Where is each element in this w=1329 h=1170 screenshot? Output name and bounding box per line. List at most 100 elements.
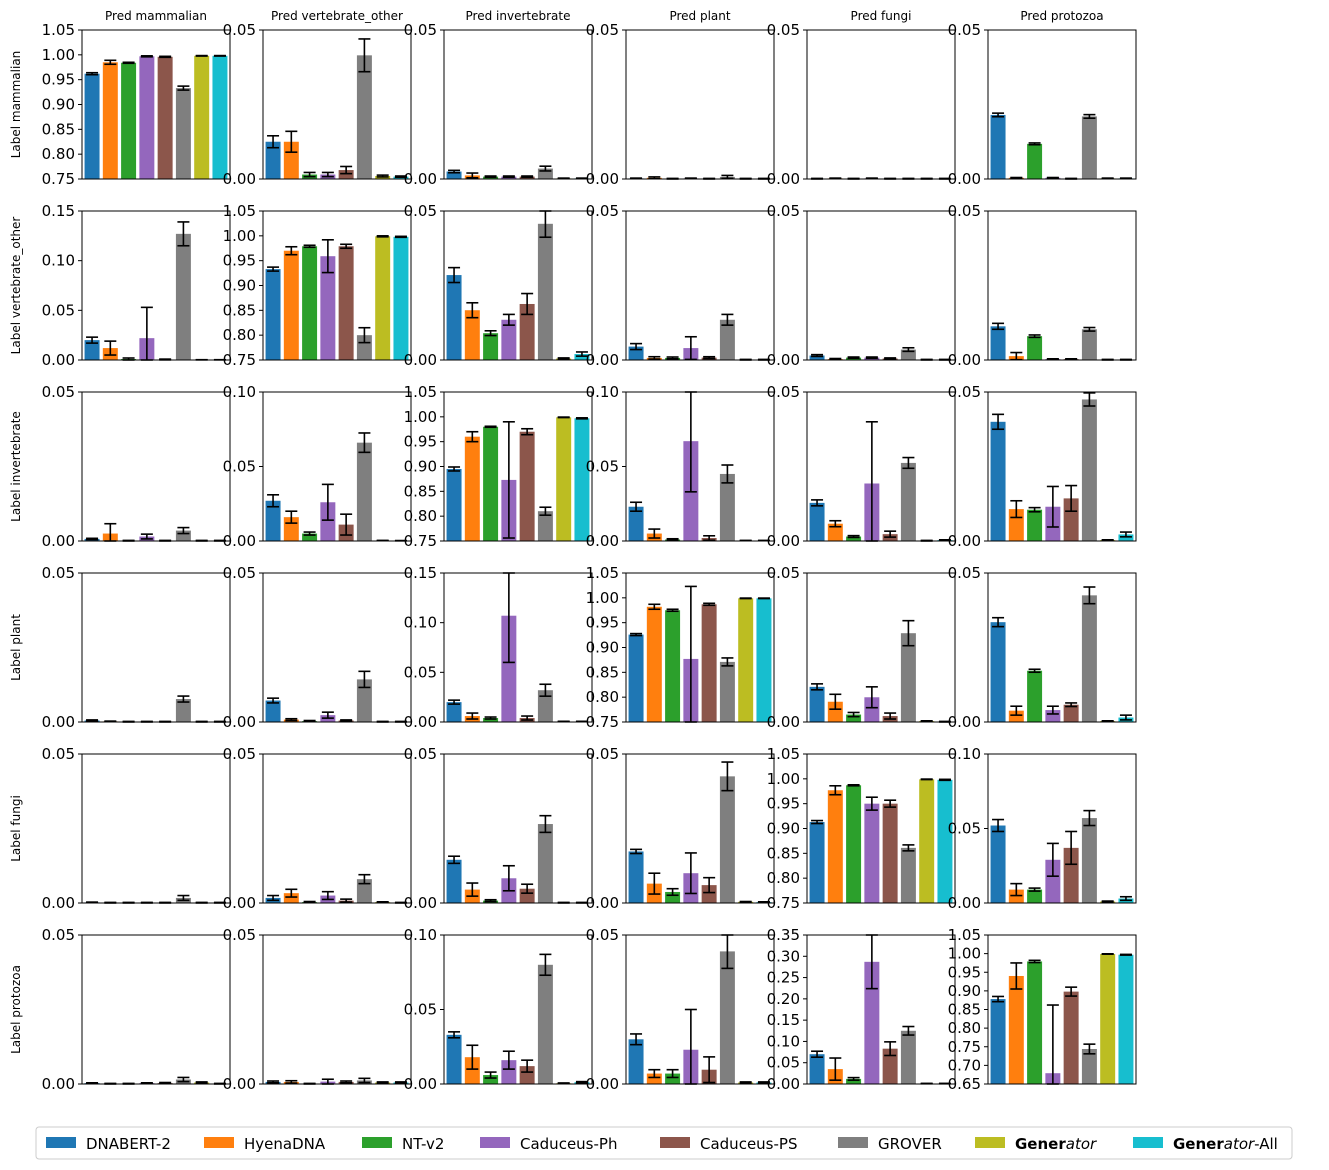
axes-frame — [625, 210, 775, 361]
error-bar — [811, 1050, 824, 1058]
panel-r1-c0: 0.00 0.05 0.10 0.15 Label vertebrate_other — [9, 202, 231, 369]
bar-grover — [1081, 818, 1097, 903]
bar-nt-v2 — [121, 62, 137, 179]
bar-nt-v2 — [665, 610, 681, 722]
bar-grover — [356, 335, 372, 360]
error-bar — [1028, 334, 1041, 339]
bar-grover — [175, 699, 191, 722]
column-title: Pred vertebrate_other — [271, 9, 403, 23]
legend-label: NT-v2 — [402, 1135, 444, 1153]
bar-grover — [356, 879, 372, 903]
panel-r0-c4: 0.00 0.05 Pred fungi — [767, 9, 956, 188]
error-bar — [847, 783, 860, 787]
error-bar — [358, 670, 371, 689]
y-tick-label: 1.00 — [223, 227, 256, 245]
bar-hyenadna — [464, 310, 480, 360]
y-tick-label: 0.35 — [767, 926, 800, 944]
error-bar — [285, 130, 298, 153]
error-bar — [539, 683, 552, 697]
legend-label: Generator-All — [1173, 1135, 1278, 1153]
error-bar — [992, 818, 1005, 833]
error-bar — [502, 420, 515, 539]
error-bar — [394, 175, 407, 179]
error-bar — [466, 172, 479, 179]
legend-label: Caduceus-Ph — [520, 1135, 617, 1153]
legend-swatch — [480, 1137, 510, 1148]
error-bar — [177, 221, 190, 247]
panel-r1-c2: 0.00 0.05 — [404, 202, 593, 369]
error-bar — [630, 632, 643, 637]
y-tick-label: 0.00 — [42, 351, 75, 369]
y-tick-label: 0.00 — [586, 1075, 619, 1093]
legend-item-nt-v2: NT-v2 — [362, 1135, 444, 1153]
error-bar — [1046, 358, 1059, 361]
error-bar — [648, 528, 661, 539]
axes-frame — [81, 210, 231, 361]
bar-hyenadna — [283, 250, 299, 360]
legend-item-generator-all: Generator-All — [1133, 1135, 1278, 1153]
y-tick-label: 0.00 — [767, 532, 800, 550]
panel-r3-c0: 0.00 0.05 Label plant — [9, 564, 231, 731]
error-bar — [648, 872, 661, 895]
error-bar — [1083, 1043, 1096, 1055]
error-bar — [1101, 720, 1114, 723]
bar-hyenadna — [646, 1073, 662, 1084]
y-tick-label: 0.85 — [404, 482, 437, 500]
error-bar — [648, 603, 661, 611]
error-bar — [303, 244, 316, 249]
bar-caduceus-ph — [501, 1060, 517, 1084]
legend-label: HyenaDNA — [244, 1135, 326, 1153]
error-bar — [1083, 392, 1096, 407]
bar-caduceus-ps — [157, 56, 173, 179]
y-tick-label: 1.00 — [767, 770, 800, 788]
bar-grover — [537, 223, 553, 360]
panel-r3-c5: 0.00 0.05 — [948, 564, 1137, 731]
axes-frame — [81, 753, 231, 904]
bar-dnabert-2 — [446, 859, 462, 903]
bar-grover — [175, 233, 191, 360]
error-bar — [466, 712, 479, 720]
error-bar — [484, 175, 497, 179]
bar-dnabert-2 — [265, 700, 281, 722]
error-bar — [1010, 499, 1023, 519]
error-bar — [285, 888, 298, 898]
error-bar — [703, 534, 716, 542]
bar-generator — [194, 55, 210, 179]
error-bar — [703, 355, 716, 360]
error-bar — [1028, 506, 1041, 513]
bar-dnabert-2 — [628, 506, 644, 541]
error-bar — [920, 720, 933, 723]
axes-frame — [262, 572, 412, 723]
error-bar — [86, 1082, 99, 1085]
bar-generator-all — [574, 418, 590, 541]
axes-frame — [625, 29, 775, 180]
error-bar — [321, 1078, 334, 1085]
error-bar — [340, 165, 353, 175]
error-bar — [902, 619, 915, 647]
error-bar — [521, 715, 534, 721]
y-tick-label: 0.05 — [767, 383, 800, 401]
error-bar — [539, 165, 552, 172]
error-bar — [358, 38, 371, 73]
error-bar — [466, 1044, 479, 1070]
y-tick-label: 0.80 — [223, 326, 256, 344]
bar-generator — [1100, 954, 1116, 1084]
bar-caduceus-ps — [1063, 704, 1079, 722]
bar-nt-v2 — [483, 718, 499, 722]
bar-caduceus-ph — [501, 615, 517, 722]
y-tick-label: 0.00 — [404, 351, 437, 369]
error-bar — [884, 1041, 897, 1057]
bar-grover — [900, 462, 916, 541]
y-tick-label: 0.00 — [586, 894, 619, 912]
bar-caduceus-ps — [338, 170, 354, 179]
panel-r4-c3: 0.00 0.05 — [586, 745, 775, 912]
bar-grover — [537, 511, 553, 541]
axes-frame — [987, 753, 1137, 904]
bar-grover — [537, 168, 553, 179]
axes-frame — [806, 572, 956, 723]
y-tick-label: 0.00 — [42, 894, 75, 912]
error-bar — [847, 534, 860, 539]
y-tick-label: 0.75 — [767, 894, 800, 912]
error-bar — [484, 1071, 497, 1079]
y-tick-label: 0.85 — [767, 844, 800, 862]
